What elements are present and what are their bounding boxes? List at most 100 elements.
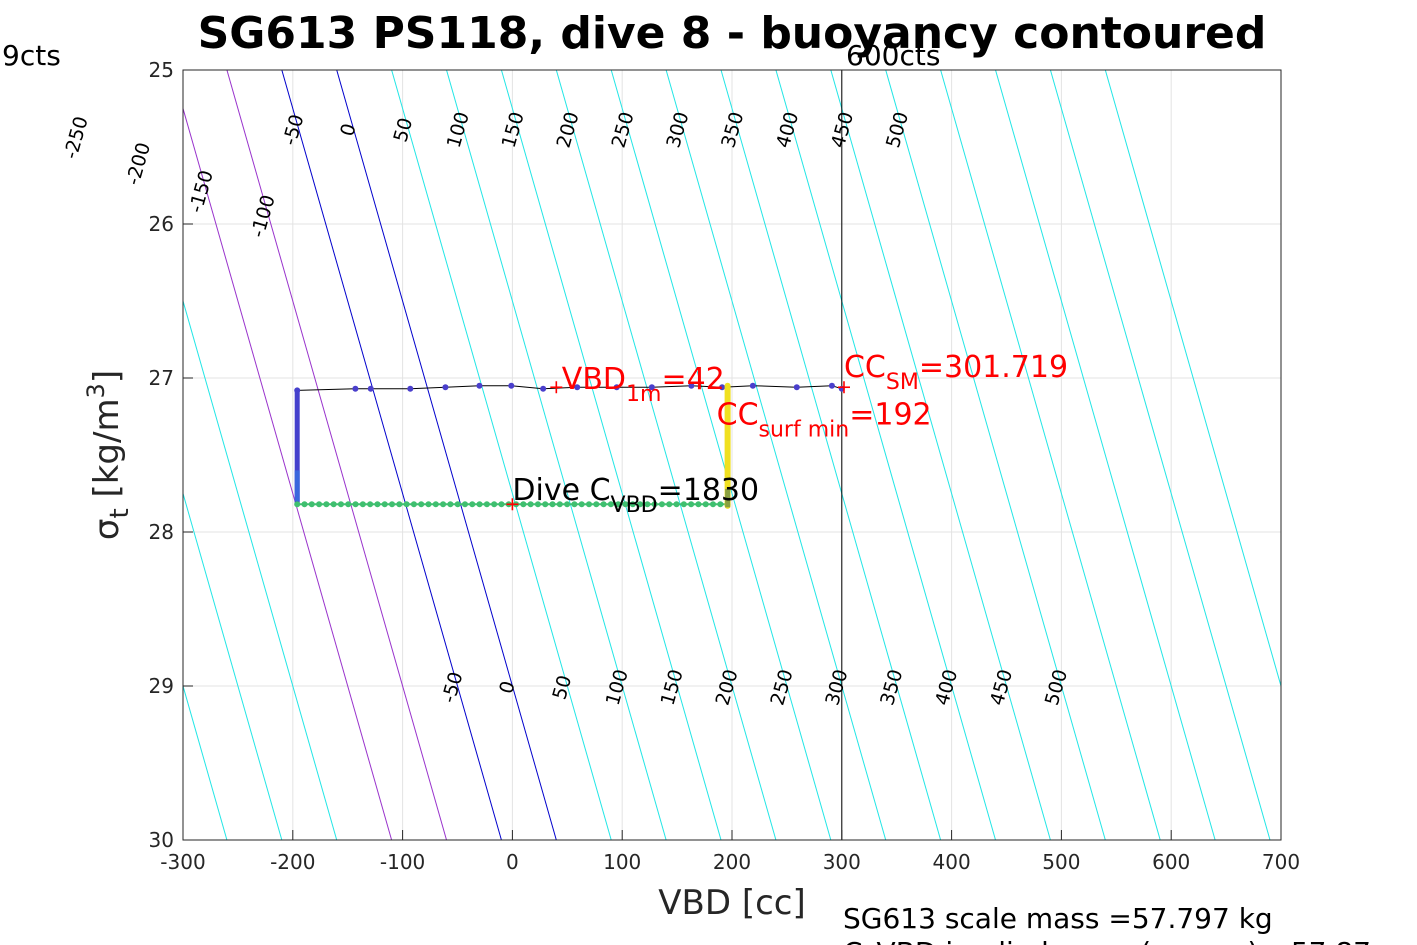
x-tick-label: -100 bbox=[380, 850, 425, 874]
series-point bbox=[644, 501, 651, 508]
series-point bbox=[491, 501, 498, 508]
series-point bbox=[540, 385, 547, 392]
footer-scale-mass: SG613 scale mass =57.797 kg bbox=[843, 902, 1273, 935]
y-tick-label: 28 bbox=[149, 520, 174, 544]
contour-line bbox=[500, 70, 722, 840]
y-tick-label: 26 bbox=[149, 212, 174, 236]
y-tick-label: 25 bbox=[149, 58, 174, 82]
series-point bbox=[615, 501, 622, 508]
series-point bbox=[301, 501, 308, 508]
series-point bbox=[294, 501, 301, 508]
contour-line bbox=[0, 70, 172, 840]
x-tick-label: 500 bbox=[1042, 850, 1080, 874]
cc-surf-min-label-main: CC bbox=[717, 398, 759, 433]
series-point bbox=[447, 501, 454, 508]
series-point bbox=[578, 501, 585, 508]
series-point bbox=[680, 501, 687, 508]
series-point bbox=[710, 501, 717, 508]
series-point bbox=[593, 501, 600, 508]
contour-line bbox=[555, 70, 777, 840]
contour-label-bottom: 0 bbox=[495, 679, 519, 697]
vbd-1m-label-value: =42 bbox=[661, 362, 724, 397]
vbd-1m-label: VBD1m=42 bbox=[562, 362, 725, 407]
contour-line bbox=[665, 70, 887, 840]
series-point bbox=[425, 501, 432, 508]
series-point bbox=[613, 384, 620, 391]
series-point bbox=[719, 384, 726, 391]
series-point bbox=[564, 501, 571, 508]
contour-line bbox=[720, 70, 942, 840]
series-point bbox=[476, 501, 483, 508]
series-point bbox=[454, 501, 461, 508]
series-point bbox=[461, 501, 468, 508]
series-point bbox=[793, 384, 800, 391]
series-point bbox=[695, 501, 702, 508]
series-point bbox=[367, 501, 374, 508]
vbd-1m-label-main: VBD bbox=[562, 362, 626, 397]
footer-implied-mass: C_VBD implied mass (approx) =57.87 bbox=[843, 936, 1371, 945]
contour-line bbox=[885, 70, 1106, 840]
series-point bbox=[828, 382, 835, 389]
series-point bbox=[574, 384, 581, 391]
cc-surf-min-label-sub: surf min bbox=[759, 418, 850, 443]
x-tick-label: 400 bbox=[933, 850, 971, 874]
contour-label-top: -200 bbox=[122, 140, 155, 188]
contour-label-top: -250 bbox=[60, 114, 93, 162]
x-tick-label: -300 bbox=[160, 850, 205, 874]
chart-title: SG613 PS118, dive 8 - buoyancy contoured bbox=[198, 8, 1267, 59]
series-point bbox=[622, 501, 629, 508]
contour-line bbox=[183, 491, 283, 840]
series-point bbox=[440, 501, 447, 508]
series-point bbox=[374, 501, 381, 508]
y-tick-label: 27 bbox=[149, 366, 174, 390]
series-point bbox=[407, 385, 414, 392]
y-axis-unit: [kg/m bbox=[87, 398, 127, 508]
series-point bbox=[359, 501, 366, 508]
contour-line bbox=[830, 70, 1051, 840]
series-point bbox=[520, 501, 527, 508]
series-point bbox=[527, 501, 534, 508]
x-tick-label: 0 bbox=[506, 850, 519, 874]
series-point bbox=[585, 501, 592, 508]
series-point bbox=[381, 501, 388, 508]
marker-vbd-1m bbox=[550, 381, 563, 394]
contour-line bbox=[995, 70, 1216, 840]
contour-line bbox=[281, 70, 502, 840]
buoyancy-contours bbox=[0, 70, 1281, 840]
y-axis-superscript: 3 bbox=[82, 383, 110, 398]
contour-line bbox=[336, 70, 557, 840]
series-point bbox=[389, 501, 396, 508]
series-point bbox=[542, 501, 549, 508]
series-point bbox=[717, 501, 724, 508]
series-point bbox=[469, 501, 476, 508]
y-tick-label: 30 bbox=[149, 828, 174, 852]
count-label-right: 600cts bbox=[846, 39, 940, 72]
dive-cvbd-label-sub: VBD bbox=[611, 493, 658, 518]
series-point bbox=[410, 501, 417, 508]
series-point bbox=[337, 501, 344, 508]
series-point bbox=[498, 501, 505, 508]
series-point bbox=[352, 385, 359, 392]
y-tick-label: 29 bbox=[149, 674, 174, 698]
dive-cvbd-label-main: Dive C bbox=[512, 473, 610, 508]
contour-line bbox=[183, 106, 393, 840]
markers bbox=[506, 381, 850, 511]
series-point bbox=[648, 384, 655, 391]
x-tick-label: -200 bbox=[270, 850, 315, 874]
x-tick-label: 200 bbox=[713, 850, 751, 874]
series-point bbox=[403, 501, 410, 508]
x-tick-label: 700 bbox=[1262, 850, 1300, 874]
x-tick-label: 600 bbox=[1152, 850, 1190, 874]
y-ticks: 25 26 27 28 29 30 bbox=[149, 58, 193, 852]
x-tick-label: 300 bbox=[823, 850, 861, 874]
series-point bbox=[629, 501, 636, 508]
series-point bbox=[658, 501, 665, 508]
series-point bbox=[323, 501, 330, 508]
series-point bbox=[666, 501, 673, 508]
x-axis-label: VBD [cc] bbox=[658, 883, 806, 923]
series-point bbox=[651, 501, 658, 508]
series-point bbox=[673, 501, 680, 508]
series-point bbox=[308, 501, 315, 508]
